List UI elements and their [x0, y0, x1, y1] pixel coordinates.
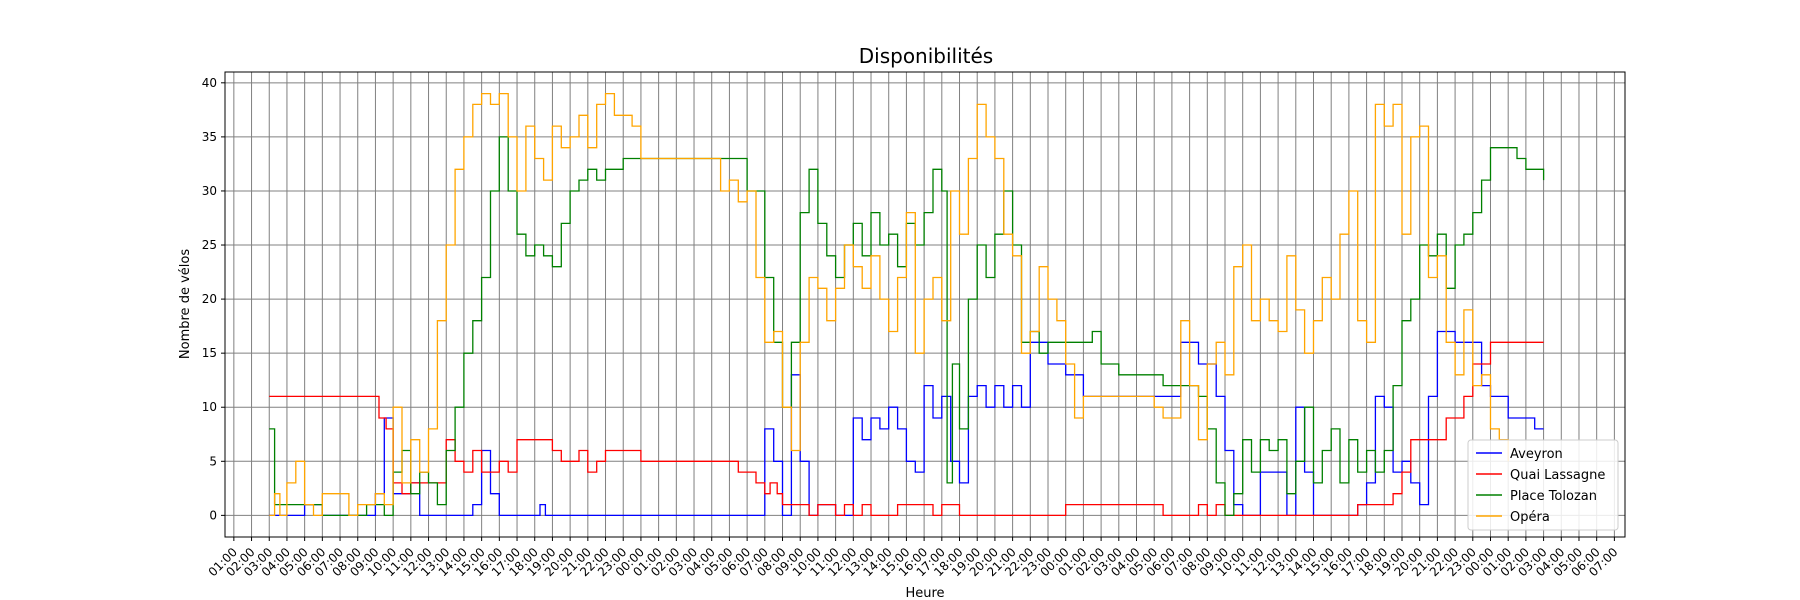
chart-title: Disponibilités	[859, 44, 993, 68]
plot-frame	[224, 71, 1626, 538]
y-tick-label: 30	[202, 184, 217, 198]
y-tick-label: 35	[202, 130, 217, 144]
y-tick-label: 0	[209, 508, 217, 522]
y-tick-label: 40	[202, 76, 217, 90]
series-line-2	[269, 136, 1545, 517]
legend: Aveyron Quai Lassagne Place Tolozan Opéra	[1467, 439, 1619, 531]
legend-box	[1467, 439, 1619, 531]
y-axis-label: Nombre de vélos	[178, 249, 193, 359]
y-tick-label: 25	[202, 238, 217, 252]
legend-label: Opéra	[1510, 510, 1550, 525]
series-line-3	[269, 92, 1509, 517]
y-tick-label: 15	[202, 346, 217, 360]
y-tick-label: 10	[202, 400, 217, 414]
y-axis-ticks: 0 5 10 15 20 25 30 35 40	[202, 76, 225, 522]
y-tick-label: 5	[209, 454, 217, 468]
legend-label: Aveyron	[1510, 447, 1563, 462]
x-axis-label: Heure	[905, 586, 944, 600]
legend-label: Quai Lassagne	[1510, 468, 1605, 483]
series-line-0	[269, 330, 1544, 517]
y-tick-label: 20	[202, 292, 217, 306]
legend-label: Place Tolozan	[1510, 489, 1597, 504]
series-lines	[269, 92, 1545, 517]
series-line-1	[269, 341, 1544, 517]
